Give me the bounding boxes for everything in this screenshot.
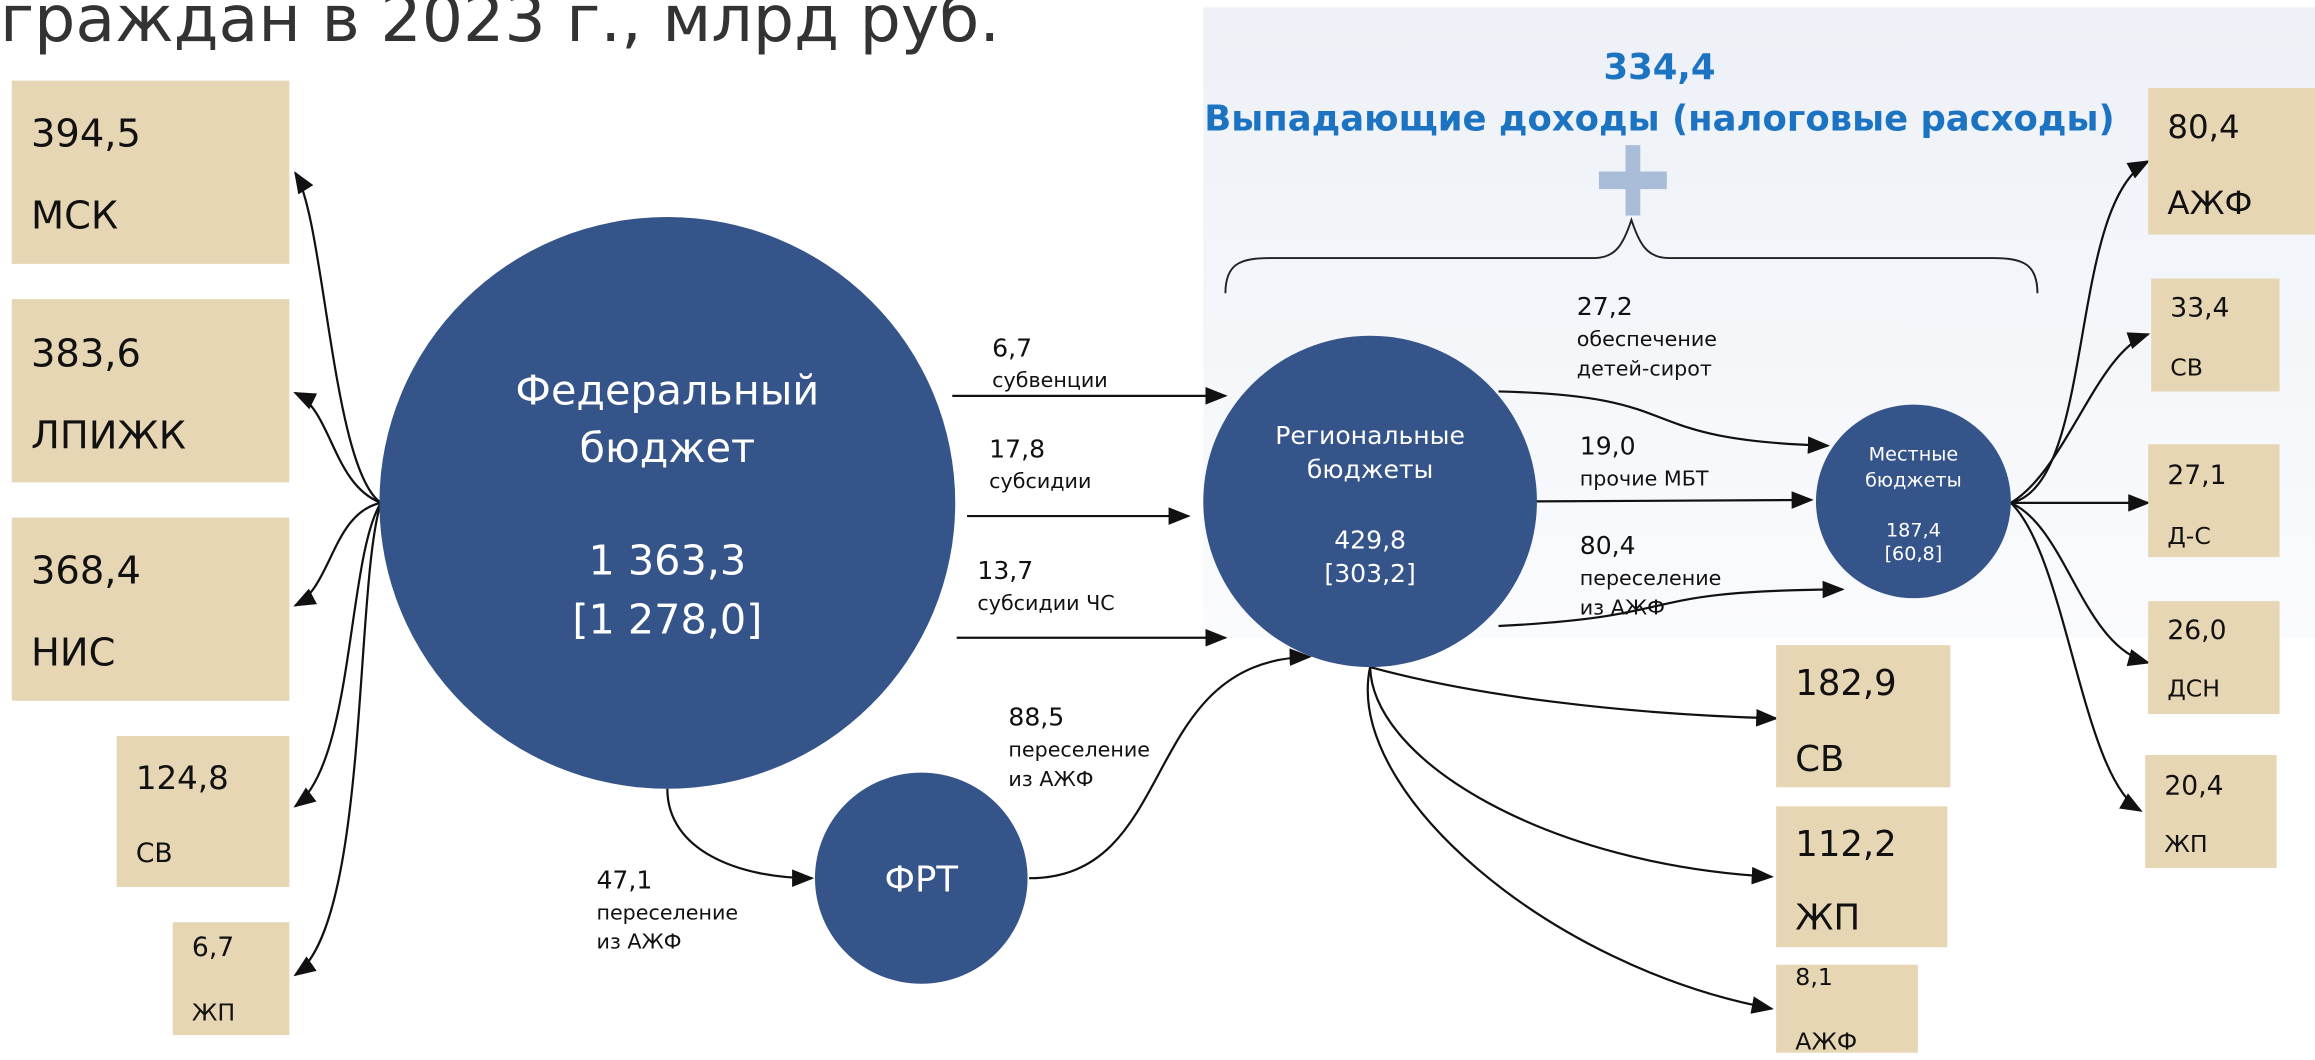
- box-value: 394,5: [31, 112, 141, 157]
- node: [1203, 335, 1537, 668]
- page-title: граждан в 2023 г., млрд руб.: [0, 0, 1000, 57]
- box-value: 8,1: [1795, 963, 1833, 991]
- box-label: ЖП: [192, 998, 235, 1026]
- box: [11, 517, 290, 701]
- box-value: 124,8: [136, 759, 229, 797]
- flow-label: субсидии ЧС: [977, 591, 1114, 615]
- box-value: 80,4: [2167, 108, 2239, 146]
- node-bracket: [303,2]: [1324, 559, 1415, 588]
- flow-value: 17,8: [989, 435, 1045, 464]
- box-label: НИС: [31, 631, 115, 676]
- tax-value: 334,4: [1603, 47, 1715, 88]
- node-label: бюджеты: [1865, 469, 1962, 492]
- flow-label: переселение: [596, 900, 738, 924]
- box: [172, 922, 290, 1036]
- node-value: 429,8: [1334, 525, 1406, 554]
- box-label: ЛПИЖК: [31, 414, 186, 459]
- flow-label: переселение: [1580, 566, 1722, 590]
- flow-value: 19,0: [1580, 432, 1636, 461]
- node-label: Федеральный: [515, 367, 819, 415]
- flow-label: из АЖФ: [596, 930, 681, 954]
- box-label: СВ: [136, 838, 173, 869]
- box-label: МСК: [31, 194, 118, 239]
- box: [11, 80, 290, 264]
- box-value: 27,1: [2167, 460, 2226, 491]
- node-label: бюджет: [580, 424, 756, 472]
- box: [2151, 278, 2280, 392]
- flow-label: из АЖФ: [1580, 595, 1665, 619]
- flow-label: субсидии: [989, 469, 1091, 493]
- box: [116, 735, 290, 887]
- flow-value: 6,7: [992, 333, 1032, 362]
- node-value: 1 363,3: [588, 537, 746, 585]
- flow-label: обеспечение: [1577, 327, 1717, 351]
- arrows: [293, 160, 2151, 1014]
- box: [2148, 601, 2280, 714]
- box-label: ДСН: [2167, 674, 2220, 702]
- flow-label: из АЖФ: [1008, 767, 1093, 791]
- flow-label: детей-сирот: [1577, 356, 1712, 380]
- box-value: 26,0: [2167, 615, 2226, 646]
- node-label: бюджеты: [1307, 455, 1433, 484]
- box-label: ЖП: [1795, 898, 1860, 939]
- flow-label: прочие МБТ: [1580, 466, 1709, 490]
- box: [1776, 964, 1918, 1053]
- box-label: СВ: [2170, 353, 2203, 381]
- box: [2145, 755, 2277, 868]
- node-label: Региональные: [1275, 421, 1465, 450]
- box: [1776, 645, 1951, 788]
- flow-value: 80,4: [1580, 531, 1636, 560]
- box-label: Д-С: [2167, 522, 2210, 550]
- tax-label: Выпадающие доходы (налоговые расходы): [1204, 99, 2114, 140]
- box-value: 112,2: [1795, 824, 1896, 865]
- box: [11, 299, 290, 483]
- box-value: 33,4: [2170, 293, 2229, 324]
- node-bracket: [60,8]: [1885, 542, 1943, 565]
- node: [814, 772, 1028, 984]
- brace: [1224, 216, 2039, 294]
- plus-icon: [1598, 145, 1667, 216]
- node-value: 187,4: [1886, 519, 1941, 542]
- box-value: 368,4: [31, 549, 141, 594]
- box: [2148, 87, 2315, 235]
- box-value: 6,7: [192, 932, 234, 963]
- flow-value: 47,1: [596, 866, 652, 895]
- box-label: СВ: [1795, 739, 1844, 780]
- node: [379, 216, 956, 789]
- flow-value: 27,2: [1577, 292, 1633, 321]
- box-value: 383,6: [31, 332, 141, 377]
- node-label: ФРТ: [885, 860, 959, 901]
- flow-label: субвенции: [992, 368, 1108, 392]
- box-label: ЖП: [2164, 830, 2207, 858]
- flow-label: переселение: [1008, 738, 1150, 762]
- flow-value: 13,7: [977, 556, 1033, 585]
- box-value: 20,4: [2164, 771, 2223, 802]
- node: [1815, 404, 2011, 599]
- box: [2148, 444, 2280, 558]
- box-label: АЖФ: [1795, 1028, 1857, 1056]
- node-label: Местные: [1869, 442, 1959, 465]
- flow-value: 88,5: [1008, 703, 1064, 732]
- node-bracket: [1 278,0]: [572, 595, 762, 643]
- box-label: АЖФ: [2167, 184, 2252, 222]
- box-value: 182,9: [1795, 663, 1896, 704]
- box: [1776, 806, 1948, 948]
